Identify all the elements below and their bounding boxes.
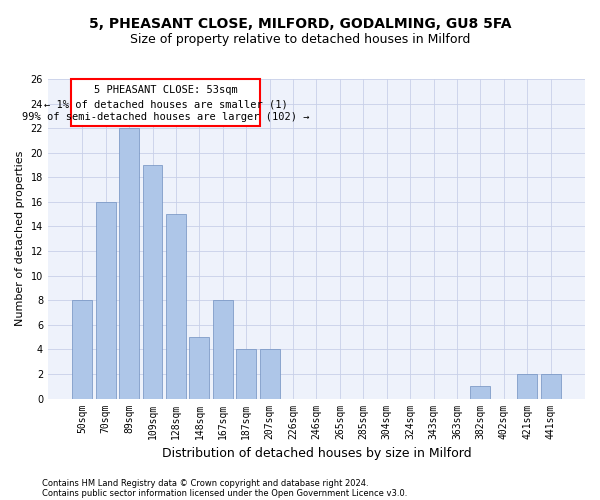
Bar	[213, 300, 233, 398]
Bar	[260, 350, 280, 399]
Bar	[166, 214, 186, 398]
Text: 5, PHEASANT CLOSE, MILFORD, GODALMING, GU8 5FA: 5, PHEASANT CLOSE, MILFORD, GODALMING, G…	[89, 18, 511, 32]
Text: 5 PHEASANT CLOSE: 53sqm: 5 PHEASANT CLOSE: 53sqm	[94, 85, 237, 95]
Bar	[119, 128, 139, 398]
Bar	[470, 386, 490, 398]
Bar	[190, 337, 209, 398]
Bar	[73, 300, 92, 398]
Bar	[143, 165, 163, 398]
Bar	[517, 374, 537, 398]
Text: 99% of semi-detached houses are larger (102) →: 99% of semi-detached houses are larger (…	[22, 112, 309, 122]
Bar	[236, 350, 256, 399]
Text: Contains public sector information licensed under the Open Government Licence v3: Contains public sector information licen…	[42, 488, 407, 498]
Y-axis label: Number of detached properties: Number of detached properties	[15, 151, 25, 326]
Bar	[541, 374, 560, 398]
Text: Size of property relative to detached houses in Milford: Size of property relative to detached ho…	[130, 32, 470, 46]
Text: ← 1% of detached houses are smaller (1): ← 1% of detached houses are smaller (1)	[44, 99, 287, 109]
Text: Contains HM Land Registry data © Crown copyright and database right 2024.: Contains HM Land Registry data © Crown c…	[42, 478, 368, 488]
Bar	[96, 202, 116, 398]
X-axis label: Distribution of detached houses by size in Milford: Distribution of detached houses by size …	[161, 447, 471, 460]
FancyBboxPatch shape	[71, 79, 260, 126]
